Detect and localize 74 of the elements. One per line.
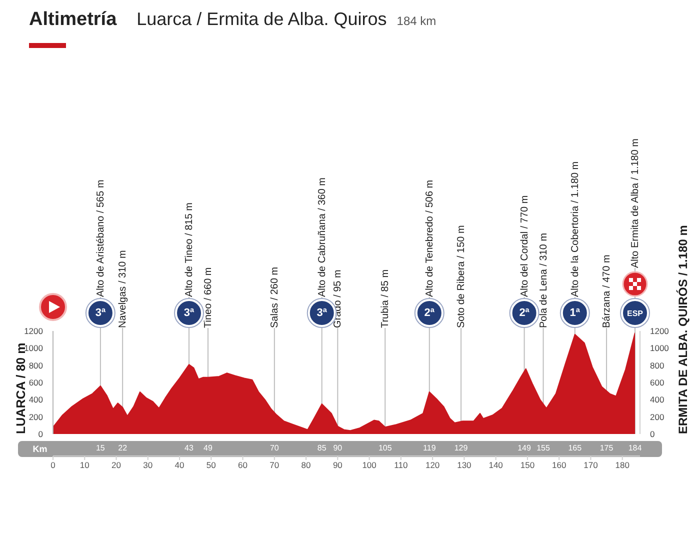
annotation: ESP — [626, 308, 644, 318]
ref-line-label: Alto de Cabruñana / 360 m — [316, 177, 328, 297]
y-tick-label: 600 — [28, 378, 44, 388]
y-tick-label: 0 — [38, 429, 44, 440]
y-tick-label: 200 — [28, 412, 44, 422]
ref-line-label: Navelgas / 310 m — [117, 250, 128, 328]
y2-tick-label: 0 — [650, 429, 655, 440]
x-tick-label: 120 — [425, 460, 440, 470]
y-tick-label: 1200 — [24, 326, 44, 336]
x-tick-label: 10 — [80, 460, 90, 470]
y2-tick-label: 200 — [650, 412, 664, 422]
y2-tick-label: 400 — [650, 394, 664, 405]
ref-line-label: Alto Ermita de Alba / 1.180 m — [630, 138, 640, 268]
x2-tick-label: 119 — [423, 444, 436, 453]
x-tick-label: 180 — [615, 460, 630, 470]
x2-tick-label: 90 — [333, 444, 343, 453]
x-tick-label: 50 — [206, 460, 216, 470]
x-tick-label: 70 — [270, 460, 280, 470]
x2-tick-label: 149 — [518, 444, 532, 453]
x-tick-label: 150 — [520, 460, 535, 470]
ref-line-label: Tineo / 660 m — [202, 267, 214, 328]
ref-line-label: Bárzana / 470 m — [601, 254, 612, 328]
chart-title: Altimetría — [29, 9, 117, 30]
ref-line-label: Alto de Tineo / 815 m — [184, 202, 195, 297]
x-tick-label: 30 — [143, 460, 153, 470]
y2-tick-label: 800 — [650, 360, 664, 370]
ref-line-label: Salas / 260 m — [268, 266, 280, 328]
x2-tick-label: 184 — [628, 444, 642, 453]
annotation: 1ª — [570, 307, 581, 319]
annotation: 2ª — [519, 307, 530, 319]
y2-axis-title: ERMITA DE ALBA. QUIRÓS / 1.180 m — [676, 225, 690, 434]
x-tick-label: 110 — [394, 460, 408, 470]
x-tick-label: 90 — [332, 460, 343, 470]
x2-tick-label: 22 — [118, 444, 128, 453]
x-tick-label: 0 — [50, 460, 56, 470]
x-tick-label: 100 — [362, 460, 377, 470]
x-tick-label: 170 — [584, 460, 598, 470]
y2-tick-label: 1200 — [650, 326, 670, 336]
x2-tick-label: 85 — [317, 444, 327, 453]
chart-subtitle: Luarca / Ermita de Alba. Quiros — [136, 9, 387, 29]
y2-tick-label: 1000 — [650, 343, 670, 354]
x-tick-label: 60 — [238, 460, 248, 470]
ref-line-label: Alto del Cordal / 770 m — [518, 195, 530, 297]
ref-line-label: Alto de la Cobertoria / 1.180 m — [569, 161, 580, 297]
text: 184 km — [396, 14, 436, 28]
x2-tick-label: 129 — [454, 444, 468, 453]
x2-tick-label: 105 — [378, 444, 392, 453]
ref-line-label: Soto de Ribera / 150 m — [456, 225, 467, 328]
y-tick-label: 1000 — [24, 343, 44, 354]
annotation: 2ª — [424, 307, 436, 319]
x-tick-label: 160 — [552, 460, 566, 470]
ref-line-label: Alto de Tenebredo / 506 m — [424, 180, 435, 297]
y2-tick-label: 600 — [650, 378, 664, 388]
ref-line-label: Alto de Aristébano / 565 m — [94, 180, 106, 297]
x-tick-label: 20 — [112, 460, 122, 470]
y-tick-label: 400 — [28, 394, 44, 405]
x-tick-label: 130 — [457, 460, 472, 470]
x2-axis-title: Km — [32, 444, 48, 454]
x2-tick-label: 15 — [96, 444, 106, 453]
x2-tick-label: 165 — [568, 444, 582, 453]
annotation: 3ª — [316, 307, 328, 319]
annotation: 3ª — [184, 307, 196, 319]
annotation: 3ª — [95, 307, 106, 319]
x2-tick-label: 175 — [600, 444, 614, 453]
x2-tick-label: 49 — [204, 444, 213, 453]
x-tick-label: 40 — [174, 460, 185, 470]
x2-tick-label: 70 — [270, 444, 280, 453]
ref-line-label: Pola de Lena / 310 m — [538, 232, 549, 328]
x-tick-label: 80 — [301, 460, 312, 470]
ref-line-label: Trubia / 85 m — [380, 269, 391, 328]
x2-tick-label: 155 — [536, 444, 550, 453]
x2-tick-label: 43 — [184, 444, 194, 453]
x-tick-label: 140 — [488, 460, 504, 470]
y-tick-label: 800 — [28, 360, 44, 370]
